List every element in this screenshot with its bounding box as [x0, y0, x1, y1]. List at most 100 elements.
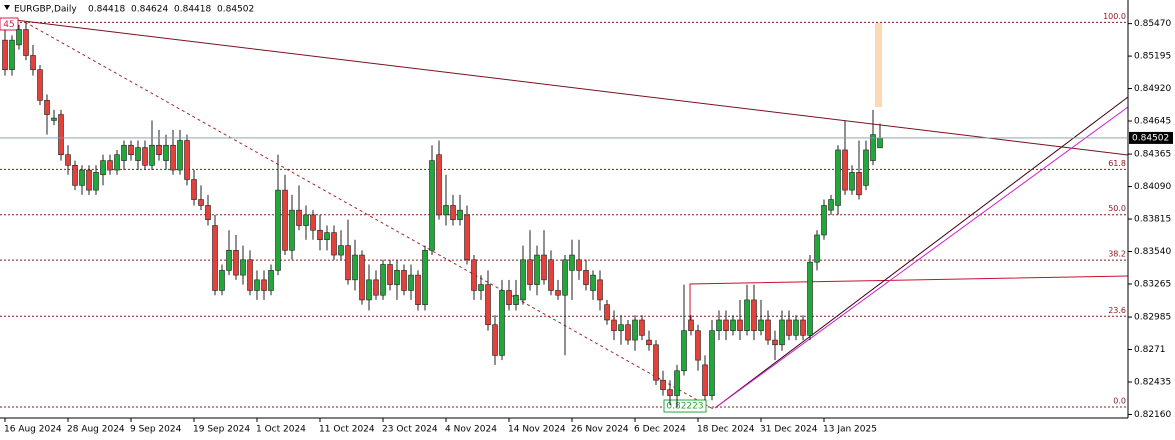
- candle-body: [9, 39, 15, 70]
- candle-body: [674, 370, 680, 396]
- fib-low-box: [663, 399, 707, 413]
- candle-body: [198, 199, 204, 206]
- candle-body: [492, 324, 498, 356]
- candle-body: [149, 144, 155, 166]
- candle-body: [240, 259, 246, 276]
- candle-body: [548, 259, 554, 291]
- candle-body: [261, 279, 267, 291]
- candle-body: [163, 144, 169, 161]
- y-tick-label: 0.84920: [1134, 84, 1171, 94]
- x-tick-label: 9 Sep 2024: [130, 425, 182, 435]
- candle-body: [128, 144, 134, 155]
- x-tick-label: 1 Oct 2024: [256, 425, 306, 435]
- candle-body: [800, 319, 806, 336]
- candle-body: [457, 209, 463, 220]
- x-tick-label: 31 Dec 2024: [760, 425, 818, 435]
- candle-body: [142, 147, 148, 166]
- candle-body: [555, 290, 561, 296]
- candle-body: [646, 339, 652, 346]
- candle-body: [541, 254, 547, 281]
- candle-body: [471, 259, 477, 291]
- candle-body: [464, 214, 470, 261]
- candle-body: [842, 149, 848, 191]
- candle-body: [58, 114, 64, 155]
- candle-body: [814, 234, 820, 263]
- x-tick-label: 13 Jan 2025: [823, 425, 877, 435]
- candle-body: [688, 319, 694, 331]
- candle-body: [233, 250, 239, 276]
- x-tick-label: 11 Oct 2024: [319, 425, 375, 435]
- candle-body: [702, 364, 708, 396]
- x-tick-label: 4 Nov 2024: [445, 425, 497, 435]
- candle-body: [331, 232, 337, 256]
- candle-body: [303, 214, 309, 226]
- header-open: 0.84418: [88, 5, 125, 15]
- candle-body: [443, 205, 449, 216]
- candle-body: [562, 259, 568, 296]
- fib-level-label: 23.6: [1108, 306, 1126, 315]
- candle-body: [877, 137, 883, 149]
- projection-box: [875, 23, 882, 107]
- menu-triangle[interactable]: [4, 5, 10, 10]
- candle-body: [450, 205, 456, 220]
- candle-body: [135, 147, 141, 161]
- candle-body: [576, 259, 582, 271]
- trend-line: [689, 275, 1129, 330]
- left-tag: 45: [3, 20, 14, 30]
- candle-body: [72, 165, 78, 186]
- candle-body: [268, 270, 274, 291]
- y-tick-label: 0.8271: [1134, 345, 1166, 355]
- candle-body: [807, 261, 813, 336]
- y-tick-label: 0.84645: [1134, 117, 1171, 127]
- candle-body: [289, 209, 295, 251]
- y-tick-label: 0.84090: [1134, 182, 1171, 192]
- candle-body: [394, 270, 400, 285]
- fib-level-label: 61.8: [1108, 159, 1126, 168]
- x-tick-label: 18 Dec 2024: [697, 425, 755, 435]
- candle-body: [30, 55, 36, 70]
- candle-body: [310, 214, 316, 231]
- x-tick-label: 26 Nov 2024: [571, 425, 629, 435]
- candle-body: [758, 319, 764, 331]
- candle-body: [744, 299, 750, 331]
- candle-body: [534, 254, 540, 285]
- y-tick-label: 0.85470: [1134, 19, 1171, 29]
- candle-body: [485, 284, 491, 326]
- candle-body: [93, 172, 99, 191]
- y-tick-label: 0.84365: [1134, 150, 1171, 160]
- candle-body: [79, 169, 85, 186]
- price-label: 0.84502: [1132, 133, 1169, 143]
- candle-body: [639, 319, 645, 336]
- candle-body: [870, 134, 876, 161]
- x-tick-label: 23 Oct 2024: [382, 425, 438, 435]
- x-tick-label: 16 Aug 2024: [4, 425, 62, 435]
- candle-body: [436, 154, 442, 216]
- candle-body: [184, 140, 190, 180]
- candle-body: [324, 232, 330, 241]
- candle-body: [772, 339, 778, 346]
- candle-body: [835, 149, 841, 206]
- candle-body: [226, 250, 232, 271]
- candle-body: [422, 250, 428, 305]
- candle-body: [660, 379, 666, 390]
- candle-body: [667, 389, 673, 396]
- candle-body: [205, 205, 211, 220]
- candle-body: [828, 199, 834, 211]
- candle-body: [170, 144, 176, 171]
- y-tick-label: 0.83540: [1134, 247, 1171, 257]
- candle-body: [65, 154, 71, 166]
- candle-body: [254, 279, 260, 291]
- candle-body: [520, 259, 526, 301]
- candle-body: [338, 245, 344, 256]
- symbol: EURGBP,Daily: [14, 5, 77, 15]
- candle-body: [583, 270, 589, 285]
- candle-body: [730, 319, 736, 331]
- candle-body: [625, 324, 631, 341]
- candle-body: [373, 279, 379, 296]
- fib-level-label: 50.0: [1108, 204, 1126, 213]
- candle-body: [786, 319, 792, 336]
- candle-body: [499, 290, 505, 356]
- left-tag-box: [0, 17, 19, 31]
- candle-body: [282, 189, 288, 251]
- y-tick-label: 0.83265: [1134, 279, 1171, 289]
